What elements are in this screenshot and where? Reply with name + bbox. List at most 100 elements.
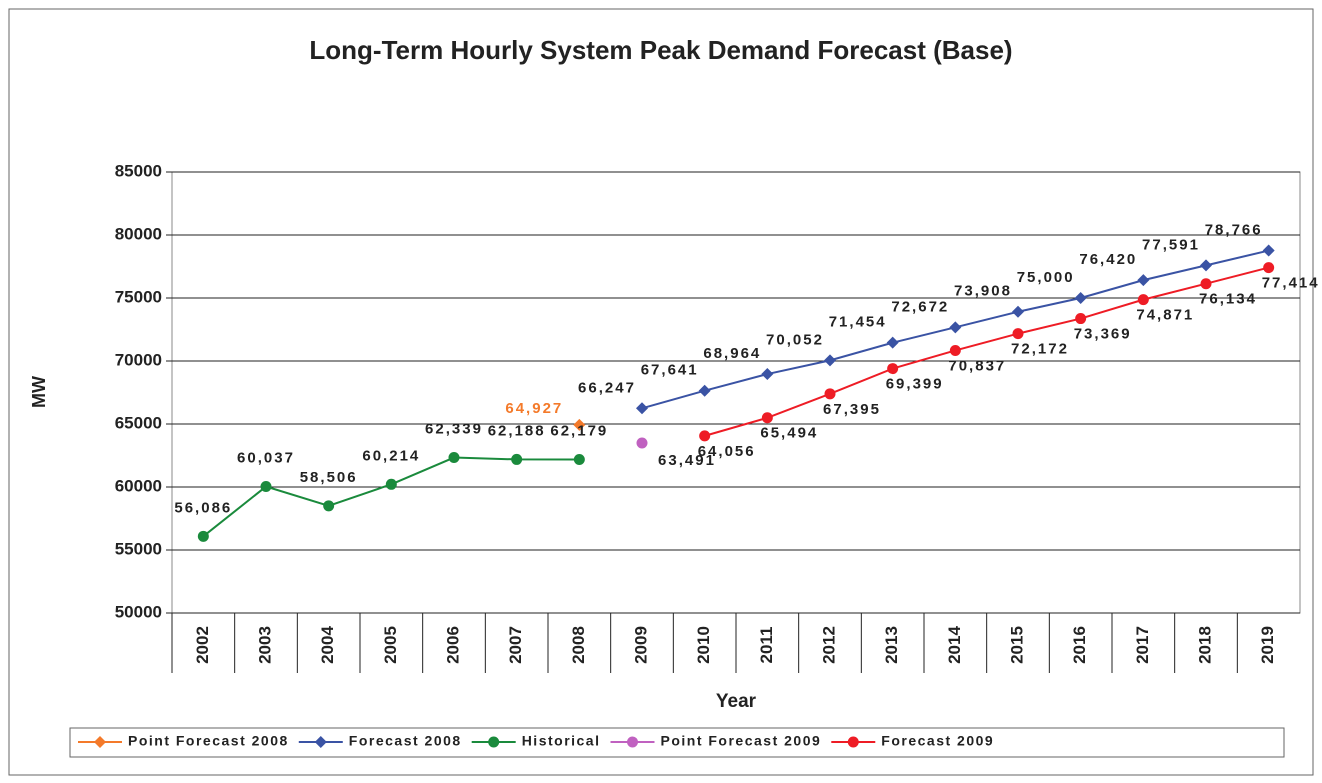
x-tick-label: 2006 [443,626,462,664]
data-label: 78,766 [1205,222,1263,239]
data-point [260,481,272,493]
data-point [1200,259,1212,272]
legend-marker [314,736,327,748]
x-tick-label: 2003 [255,626,274,664]
x-tick-label: 2010 [694,626,713,664]
legend-label: Forecast 2009 [881,733,994,749]
data-label: 56,086 [174,499,232,516]
data-label: 62,188 [488,422,546,439]
data-point [197,530,209,542]
x-axis-label: Year [716,691,757,712]
data-point [573,454,585,466]
data-label: 77,591 [1142,236,1200,253]
data-point [1012,328,1024,340]
data-point [1012,305,1024,318]
data-point [511,453,523,465]
legend-marker [94,736,106,748]
data-label: 60,037 [237,450,295,467]
chart-title: Long-Term Hourly System Peak Demand Fore… [309,35,1012,65]
data-point [886,336,899,349]
data-point [1137,274,1150,287]
x-tick-label: 2016 [1070,626,1089,664]
legend-marker [627,736,638,748]
data-point [887,363,899,375]
x-tick-label: 2008 [569,626,588,664]
data-label: 63,491 [658,452,716,469]
data-point [699,430,711,442]
data-point [1074,292,1087,304]
x-tick-label: 2018 [1195,626,1214,664]
plot-area [171,171,1301,614]
data-label: 76,420 [1079,251,1137,268]
y-tick-label: 80000 [115,224,162,243]
x-tick-label: 2005 [381,626,400,664]
data-point [1075,313,1087,325]
data-label: 70,052 [766,331,824,348]
data-point [636,437,648,449]
data-label: 62,339 [425,420,483,437]
data-point [385,478,397,490]
data-point [761,412,773,424]
data-point [1262,244,1275,257]
data-point [761,368,774,381]
data-label: 64,056 [698,443,756,460]
x-tick-label: 2009 [631,626,650,664]
data-label: 66,247 [578,379,636,396]
data-label: 69,399 [886,376,944,393]
data-label: 73,369 [1074,326,1132,343]
x-tick-label: 2007 [506,626,525,664]
data-point [323,500,335,512]
data-point [573,418,586,431]
data-point [448,452,460,464]
y-axis-label: MW [29,376,49,408]
legend-label: Forecast 2008 [349,733,462,749]
x-tick-label: 2011 [757,627,776,664]
data-label: 77,414 [1262,275,1320,292]
data-label: 73,908 [954,283,1012,300]
y-tick-label: 85000 [115,161,162,180]
y-tick-label: 50000 [115,602,162,621]
data-label: 72,672 [891,298,949,315]
x-tick-label: 2019 [1258,626,1277,664]
data-label: 67,641 [641,362,699,379]
data-label: 58,506 [300,469,358,486]
data-point [1137,294,1149,306]
data-point [698,384,711,397]
x-tick-label: 2014 [945,626,964,664]
legend-label: Historical [522,733,601,749]
legend-label: Point Forecast 2009 [661,733,822,749]
x-tick-label: 2004 [318,626,337,664]
data-point [824,354,836,367]
data-label: 76,134 [1199,291,1257,308]
series-line [704,266,1269,437]
data-label: 65,494 [760,425,818,442]
y-tick-label: 65000 [115,413,162,432]
legend-marker [488,736,500,748]
legend-label: Point Forecast 2008 [128,733,289,749]
data-point [949,321,962,334]
data-label: 72,172 [1011,341,1069,358]
data-point [1200,278,1212,290]
y-tick-label: 55000 [115,539,162,558]
data-label: 67,395 [823,401,881,418]
data-label: 74,871 [1136,307,1194,324]
data-point [949,344,961,356]
legend-box [69,727,1285,758]
data-label: 71,454 [829,314,887,331]
y-tick-label: 60000 [115,476,162,495]
legend-marker [847,736,859,748]
x-tick-label: 2012 [819,626,838,664]
data-point [1263,262,1275,274]
data-label: 68,964 [703,345,761,362]
y-tick-label: 70000 [115,350,162,369]
data-label: 70,837 [948,357,1006,374]
data-point [824,388,836,400]
data-label: 60,214 [362,447,420,464]
data-point [636,402,648,415]
x-tick-label: 2013 [882,626,901,664]
x-tick-label: 2017 [1133,626,1152,664]
data-label: 75,000 [1017,269,1075,286]
y-tick-label: 75000 [115,287,162,306]
x-tick-label: 2015 [1007,626,1026,664]
